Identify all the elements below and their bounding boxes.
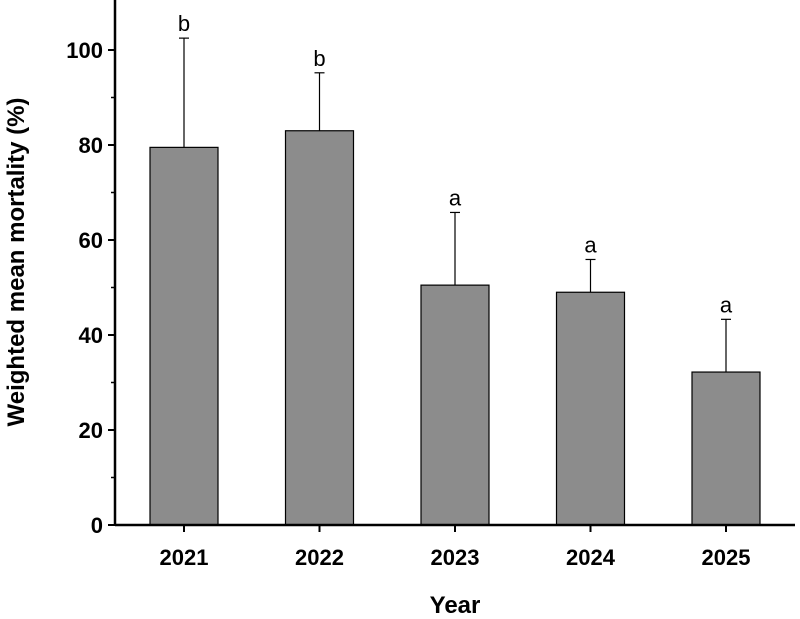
x-tick-label-2024: 2024 [566,545,616,570]
x-tick-label-2021: 2021 [160,545,209,570]
bar-2025 [691,371,761,526]
x-tick-label-2022: 2022 [295,545,344,570]
significance-labels-layer: b b a a a [178,11,733,317]
bar-2022 [284,130,355,526]
significance-label-2022: b [313,46,325,71]
x-axis-title: Year [430,592,481,619]
bar-2021 [149,146,219,526]
y-tick-label-40: 40 [79,323,103,348]
significance-label-2021: b [178,11,190,36]
x-tick-label-2025: 2025 [702,545,751,570]
y-tick-label-100: 100 [66,38,103,63]
y-tick-label-60: 60 [79,228,103,253]
y-tick-label-0: 0 [91,513,103,538]
x-ticks-layer: 2021 2022 2023 2024 2025 [160,525,751,570]
significance-label-2023: a [449,185,462,210]
significance-label-2024: a [584,232,597,257]
y-axis-title: Weighted mean mortality (%) [3,98,30,427]
x-tick-label-2023: 2023 [431,545,480,570]
y-tick-label-80: 80 [79,133,103,158]
y-ticks-layer: 0 20 40 60 80 100 [66,38,115,538]
error-bars-layer [179,37,731,373]
y-tick-label-20: 20 [79,418,103,443]
bar-2023 [420,284,490,526]
significance-label-2025: a [720,292,733,317]
bar-2024 [555,291,626,526]
